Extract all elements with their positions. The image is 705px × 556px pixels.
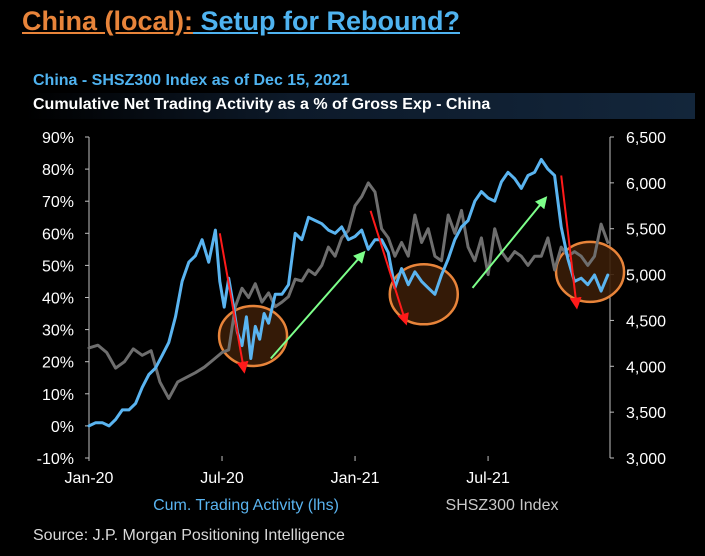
red-arrow-1 bbox=[218, 233, 249, 374]
headline: China (local): Setup for Rebound? bbox=[22, 6, 460, 37]
x-tick-label: Jan-20 bbox=[65, 470, 114, 487]
right-tick-label: 5,000 bbox=[626, 268, 666, 285]
left-tick-label: 10% bbox=[42, 387, 74, 404]
highlight-circle-3 bbox=[554, 240, 626, 304]
source-note: Source: J.P. Morgan Positioning Intellig… bbox=[33, 527, 345, 544]
chart-title: Cumulative Net Trading Activity as a % o… bbox=[33, 96, 491, 113]
legend-activity: Cum. Trading Activity (lhs) bbox=[153, 497, 339, 514]
left-tick-label: 90% bbox=[42, 130, 74, 147]
green-arrow-1 bbox=[270, 250, 366, 360]
red-arrow-2 bbox=[369, 210, 409, 326]
x-tick-label: Jan-21 bbox=[331, 470, 380, 487]
index-series-line bbox=[87, 181, 610, 400]
right-tick-label: 5,500 bbox=[626, 222, 666, 239]
left-tick-label: 30% bbox=[42, 323, 74, 340]
left-tick-label: 70% bbox=[42, 194, 74, 211]
x-tick-label: Jul-20 bbox=[200, 470, 244, 487]
left-tick-label: 0% bbox=[51, 419, 74, 436]
right-tick-label: 6,000 bbox=[626, 176, 666, 193]
chart-title-bar: Cumulative Net Trading Activity as a % o… bbox=[25, 93, 695, 119]
left-tick-label: 60% bbox=[42, 226, 74, 243]
red-arrow-3 bbox=[560, 175, 582, 310]
right-tick-label: 3,500 bbox=[626, 405, 666, 422]
chart-subtitle: China - SHSZ300 Index as of Dec 15, 2021 bbox=[33, 72, 350, 89]
left-tick-label: 80% bbox=[42, 162, 74, 179]
left-tick-label: -10% bbox=[37, 451, 74, 468]
headline-part-1: China (local): bbox=[22, 6, 194, 36]
x-tick-label: Jul-21 bbox=[466, 470, 510, 487]
right-tick-label: 4,500 bbox=[626, 313, 666, 330]
activity-series-line bbox=[87, 158, 610, 428]
left-tick-label: 40% bbox=[42, 291, 74, 308]
legend-index: SHSZ300 Index bbox=[446, 497, 559, 514]
green-arrow-2 bbox=[471, 196, 548, 289]
right-tick-label: 3,000 bbox=[626, 451, 666, 468]
headline-part-2: Setup for Rebound? bbox=[193, 6, 460, 36]
right-tick-label: 4,000 bbox=[626, 359, 666, 376]
left-tick-label: 50% bbox=[42, 258, 74, 275]
left-tick-label: 20% bbox=[42, 355, 74, 372]
right-tick-label: 6,500 bbox=[626, 130, 666, 147]
